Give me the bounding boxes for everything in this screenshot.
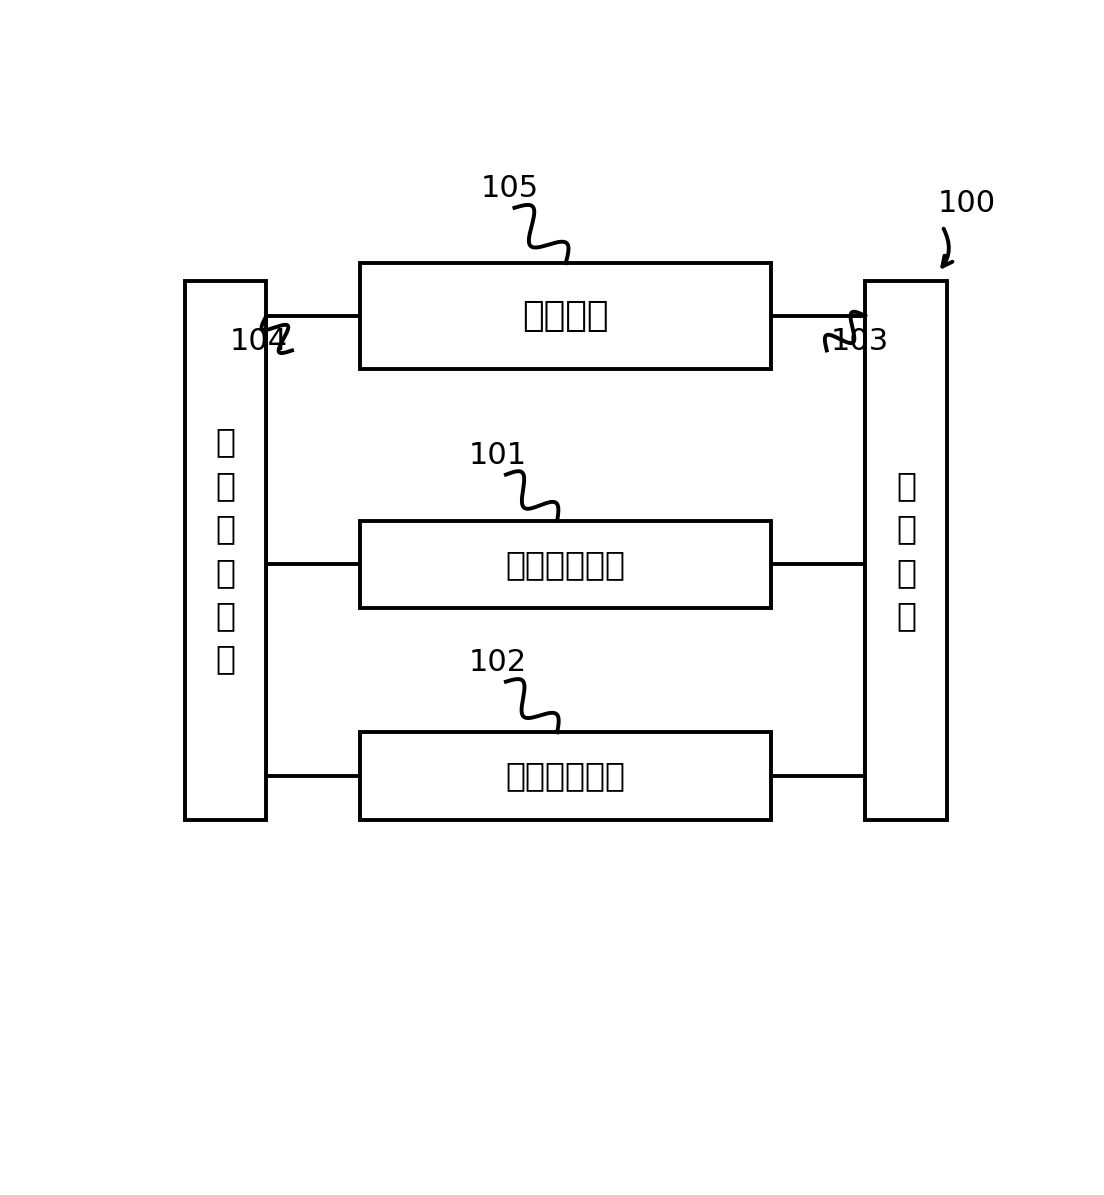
Bar	[360, 263, 771, 369]
Text: 100: 100	[938, 189, 996, 217]
Text: 保护开关: 保护开关	[522, 299, 609, 333]
Text: 105: 105	[481, 174, 539, 203]
Text: 103: 103	[831, 326, 890, 356]
Text: 过流检测电路: 过流检测电路	[506, 760, 626, 792]
Bar	[866, 282, 946, 820]
Text: 电
流
采
样
电
路: 电 流 采 样 电 路	[215, 425, 235, 675]
Text: 102: 102	[468, 648, 527, 678]
Text: 驱
动
电
路: 驱 动 电 路	[896, 468, 916, 632]
Text: 104: 104	[230, 326, 288, 356]
Bar	[360, 733, 771, 820]
Bar	[185, 282, 266, 820]
FancyArrowPatch shape	[943, 228, 953, 266]
Text: 101: 101	[468, 441, 527, 470]
Bar	[360, 521, 771, 608]
Text: 过载检测电路: 过载检测电路	[506, 547, 626, 581]
